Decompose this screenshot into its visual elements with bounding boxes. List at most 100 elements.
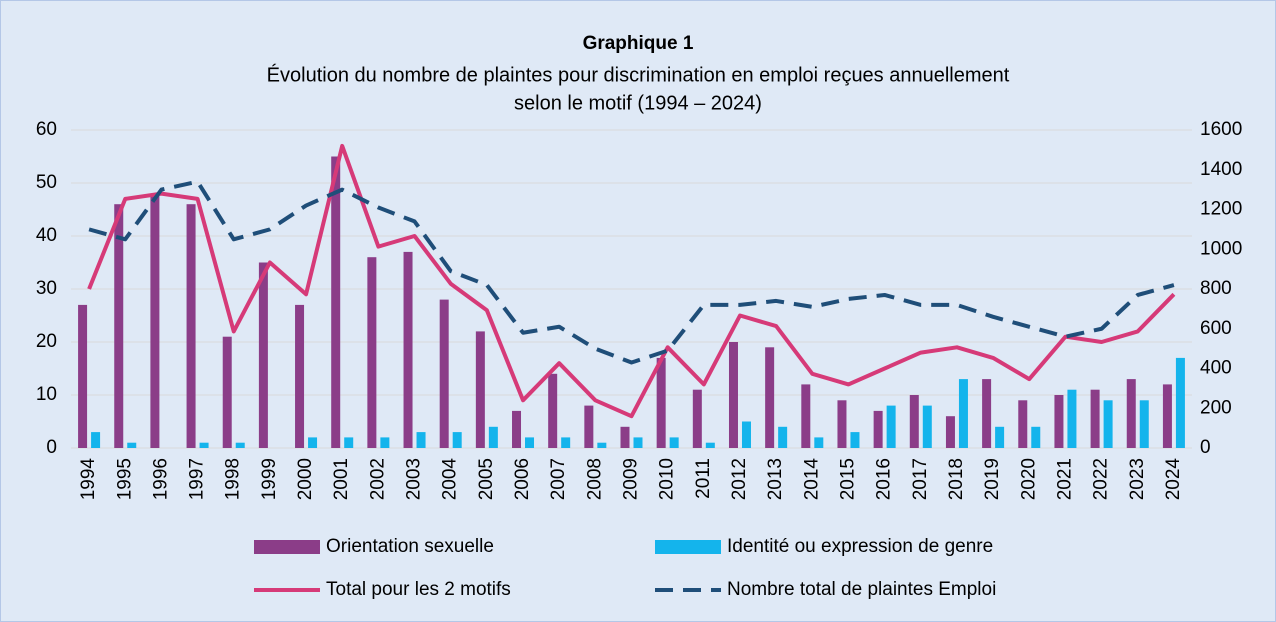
- bar: [403, 251, 413, 448]
- x-tick-label: 2014: [801, 458, 822, 501]
- bar: [1067, 389, 1077, 448]
- bar: [597, 442, 607, 448]
- x-tick-label: 1998: [223, 458, 244, 500]
- x-tick-label: 1995: [114, 458, 135, 500]
- x-tick-label: 2017: [910, 458, 931, 500]
- x-tick-label: 1994: [78, 458, 99, 501]
- line-series: [87, 143, 1176, 419]
- bar: [801, 384, 811, 448]
- chart-subtitle: Évolution du nombre de plaintes pour dis…: [267, 63, 1010, 86]
- x-tick-label: 2016: [874, 458, 895, 500]
- bar: [728, 342, 738, 448]
- bar: [344, 437, 354, 448]
- bar: [525, 437, 535, 448]
- bar: [692, 389, 702, 448]
- x-tick-label: 2020: [1018, 458, 1039, 500]
- bar: [1162, 384, 1172, 448]
- bar: [705, 442, 715, 448]
- bar: [295, 304, 305, 448]
- y-tick-label: 60: [36, 119, 57, 140]
- y-tick-label: 30: [36, 278, 57, 299]
- bar: [258, 262, 268, 448]
- y2-tick-label: 1400: [1200, 159, 1242, 180]
- x-tick-label: 2010: [657, 458, 678, 500]
- bar: [656, 357, 666, 448]
- y2-tick-label: 800: [1200, 278, 1232, 299]
- x-tick-label: 2019: [982, 458, 1003, 500]
- x-tick-label: 2007: [548, 458, 569, 500]
- y-tick-label: 40: [36, 225, 57, 246]
- bar: [78, 304, 88, 448]
- bar: [1018, 400, 1028, 448]
- bar: [814, 437, 824, 448]
- legend-label: Nombre total de plaintes Emploi: [727, 579, 996, 600]
- bar: [584, 405, 594, 448]
- bar: [945, 416, 955, 448]
- bar: [114, 204, 124, 448]
- bar: [488, 426, 498, 448]
- x-tick-label: 2005: [476, 458, 497, 500]
- bar: [1126, 379, 1136, 448]
- legend-label: Total pour les 2 motifs: [326, 579, 511, 600]
- bar: [778, 426, 788, 448]
- bar: [669, 437, 679, 448]
- bar: [982, 379, 992, 448]
- y2-tick-label: 1600: [1200, 119, 1242, 140]
- bar: [958, 379, 968, 448]
- bar: [909, 395, 919, 448]
- bar: [765, 347, 775, 448]
- bar: [922, 405, 932, 448]
- y2-tick-label: 600: [1200, 318, 1232, 339]
- x-tick-label: 2009: [621, 458, 642, 500]
- x-tick-label: 2015: [837, 458, 858, 500]
- x-tick-label: 2002: [367, 458, 388, 500]
- bar: [620, 426, 630, 448]
- y-tick-label: 20: [36, 331, 57, 352]
- x-tick-label: 1999: [259, 458, 280, 500]
- bar: [837, 400, 847, 448]
- bar: [1031, 426, 1041, 448]
- y-tick-label: 10: [36, 384, 57, 405]
- bar: [873, 410, 883, 448]
- x-tick-label: 2006: [512, 458, 533, 500]
- bar: [150, 193, 160, 448]
- bar: [416, 432, 426, 448]
- legend-label: Orientation sexuelle: [326, 536, 494, 557]
- y2-tick-label: 200: [1200, 397, 1232, 418]
- bar: [512, 410, 522, 448]
- x-tick-label: 2004: [440, 458, 461, 501]
- bar: [331, 156, 341, 448]
- bar: [199, 442, 209, 448]
- bar: [452, 432, 462, 448]
- y-tick-label: 0: [46, 437, 57, 458]
- legend-swatch: [254, 540, 320, 554]
- x-tick-label: 2012: [729, 458, 750, 500]
- bar: [439, 299, 449, 448]
- bar: [1175, 357, 1185, 448]
- x-tick-label: 2008: [584, 458, 605, 500]
- bar: [633, 437, 643, 448]
- x-tick-label: 2018: [946, 458, 967, 500]
- bar: [1139, 400, 1149, 448]
- x-tick-label: 2000: [295, 458, 316, 500]
- bar: [561, 437, 571, 448]
- bar: [1054, 395, 1064, 448]
- x-tick-label: 2024: [1163, 458, 1184, 501]
- bar: [1103, 400, 1113, 448]
- x-tick-label: 1996: [150, 458, 171, 500]
- legend-label: Identité ou expression de genre: [727, 536, 993, 557]
- bar: [741, 421, 751, 448]
- bar: [995, 426, 1005, 448]
- bar: [1090, 389, 1100, 448]
- y2-tick-label: 400: [1200, 358, 1232, 379]
- bar: [235, 442, 245, 448]
- x-tick-label: 2003: [404, 458, 425, 500]
- bar: [308, 437, 318, 448]
- x-tick-label: 2013: [765, 458, 786, 500]
- x-tick-label: 1997: [187, 458, 208, 500]
- x-tick-label: 2011: [693, 458, 714, 499]
- bar: [475, 331, 485, 448]
